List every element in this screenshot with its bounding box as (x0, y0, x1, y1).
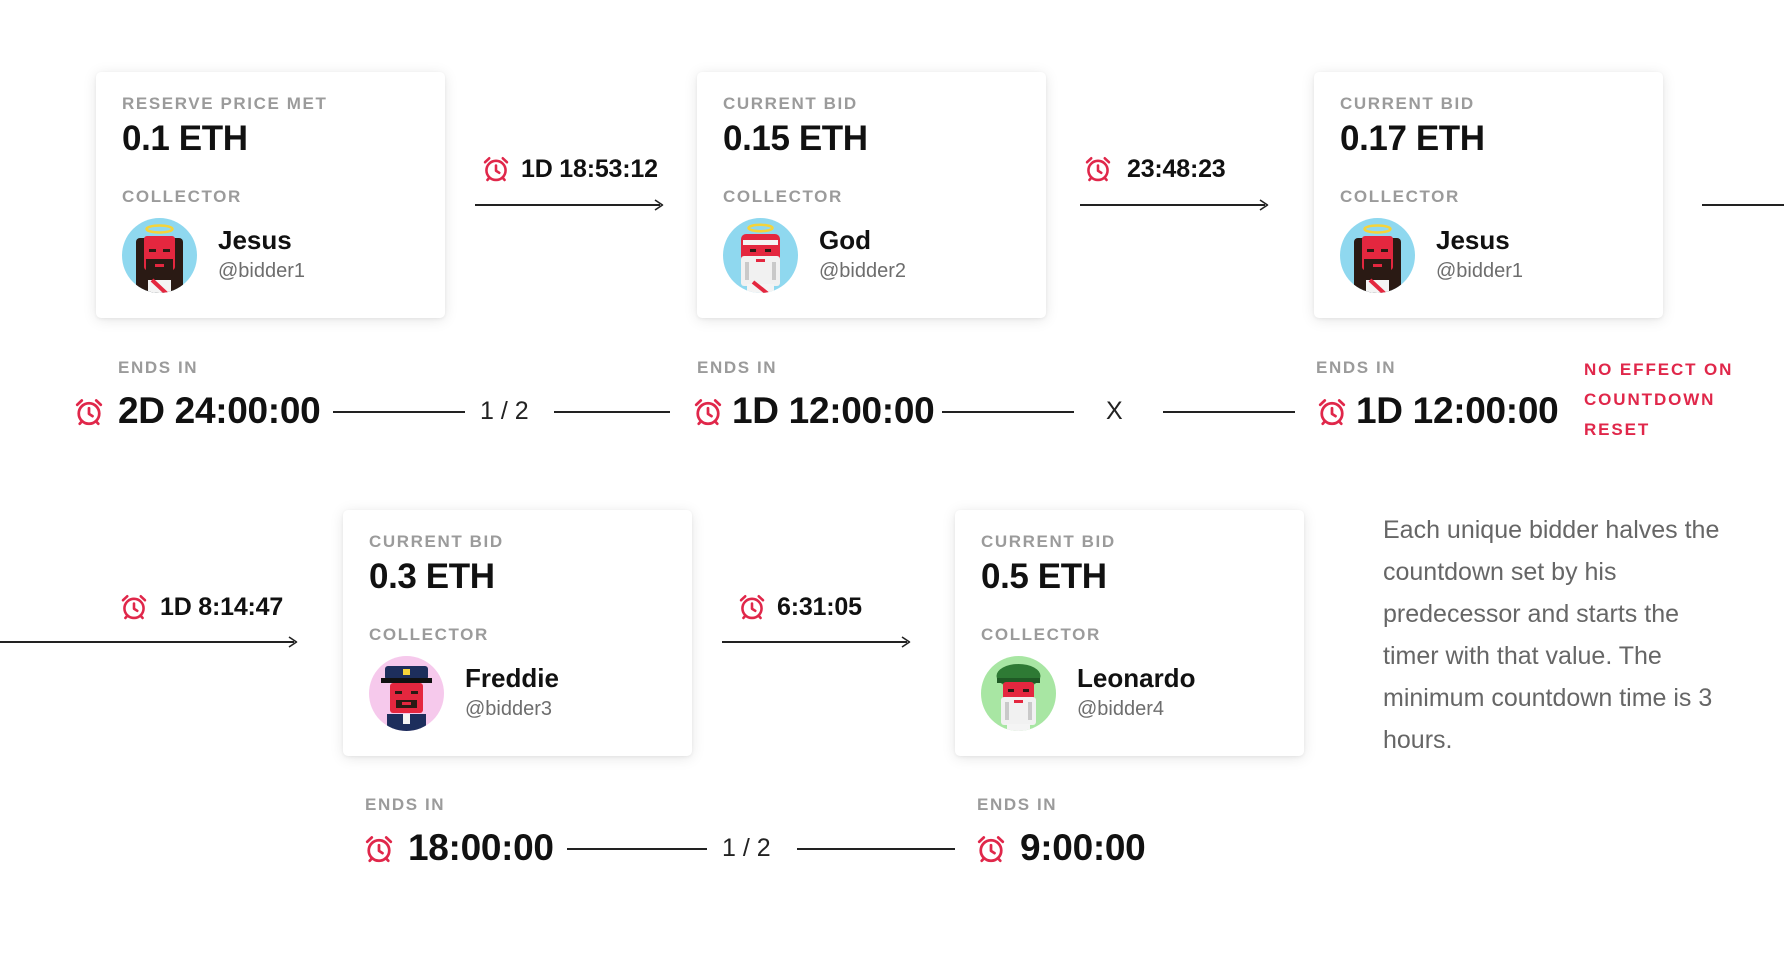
arrow-line (0, 641, 294, 643)
arrow-head-icon (1259, 199, 1269, 211)
no-change-operator: X (1106, 397, 1123, 425)
collector-name: God (819, 225, 871, 255)
alarm-clock-icon (120, 593, 148, 621)
ends-in-label: ENDS IN (365, 795, 446, 814)
alarm-clock-icon (976, 834, 1006, 864)
god-avatar (723, 218, 798, 293)
alarm-clock-icon (693, 397, 723, 427)
bid-card: CURRENT BID 0.3 ETH COLLECTOR Freddie @b… (343, 510, 692, 756)
rule-description: Each unique bidder halves the countdown … (1383, 516, 1720, 754)
arrow-line (475, 204, 660, 206)
bid-price: 0.17 ETH (1340, 119, 1485, 158)
note-line: NO EFFECT ON (1584, 360, 1734, 379)
countdown-time: 2D 24:00:00 (118, 390, 321, 431)
bid-price: 0.3 ETH (369, 557, 495, 596)
ends-in-label: ENDS IN (697, 358, 778, 377)
leonardo-avatar (981, 656, 1056, 731)
ends-in-label: ENDS IN (1316, 358, 1397, 377)
arrow-line (722, 641, 907, 643)
ends-in-label: ENDS IN (118, 358, 199, 377)
alarm-clock-icon (1317, 397, 1347, 427)
bid-interval-time: 1D 18:53:12 (521, 155, 658, 183)
collector-handle: @bidder1 (1436, 260, 1524, 282)
collector-label: COLLECTOR (369, 625, 489, 644)
connector-line (797, 848, 955, 850)
bid-card: RESERVE PRICE MET 0.1 ETH COLLECTOR Jesu… (96, 72, 445, 318)
no-effect-note: NO EFFECT ON COUNTDOWN RESET (1584, 355, 1764, 445)
collector-handle: @bidder1 (218, 260, 306, 282)
jesus-avatar (122, 218, 197, 293)
collector-name: Leonardo (1077, 663, 1196, 693)
bid-status-label: RESERVE PRICE MET (122, 94, 328, 113)
halve-operator: 1 / 2 (480, 397, 529, 425)
alarm-clock-icon (364, 834, 394, 864)
connector-line (942, 411, 1074, 413)
collector-name: Jesus (218, 225, 292, 255)
arrow-head-icon (288, 636, 298, 648)
halve-operator: 1 / 2 (722, 834, 771, 862)
collector-label: COLLECTOR (981, 625, 1101, 644)
bid-status-label: CURRENT BID (1340, 94, 1475, 113)
alarm-clock-icon (482, 155, 510, 183)
arrow-line-continuation (1702, 204, 1784, 206)
countdown-time: 18:00:00 (408, 827, 554, 868)
arrow-line (1080, 204, 1265, 206)
connector-line (554, 411, 670, 413)
note-line: COUNTDOWN (1584, 390, 1716, 409)
collector-label: COLLECTOR (1340, 187, 1460, 206)
connector-line (333, 411, 465, 413)
connector-line (567, 848, 707, 850)
alarm-clock-icon (74, 397, 104, 427)
collector-handle: @bidder3 (465, 698, 553, 720)
bid-card: CURRENT BID 0.5 ETH COLLECTOR Leonardo @… (955, 510, 1304, 756)
collector-handle: @bidder2 (819, 260, 907, 282)
countdown-time: 1D 12:00:00 (732, 390, 935, 431)
bid-interval-time: 6:31:05 (777, 593, 862, 621)
collector-handle: @bidder4 (1077, 698, 1165, 720)
jesus-avatar (1340, 218, 1415, 293)
arrow-head-icon (901, 636, 911, 648)
collector-label: COLLECTOR (723, 187, 843, 206)
freddie-avatar (369, 656, 444, 731)
collector-name: Jesus (1436, 225, 1510, 255)
note-line: RESET (1584, 420, 1651, 439)
alarm-clock-icon (1084, 155, 1112, 183)
bid-price: 0.15 ETH (723, 119, 868, 158)
connector-line (1163, 411, 1295, 413)
countdown-time: 1D 12:00:00 (1356, 390, 1559, 431)
alarm-clock-icon (738, 593, 766, 621)
arrow-head-icon (654, 199, 664, 211)
bid-price: 0.1 ETH (122, 119, 248, 158)
collector-label: COLLECTOR (122, 187, 242, 206)
countdown-time: 9:00:00 (1020, 827, 1146, 868)
bid-card: CURRENT BID 0.15 ETH COLLECTOR God @bidd… (697, 72, 1046, 318)
ends-in-label: ENDS IN (977, 795, 1058, 814)
bid-status-label: CURRENT BID (723, 94, 858, 113)
bid-price: 0.5 ETH (981, 557, 1107, 596)
collector-name: Freddie (465, 663, 559, 693)
bid-status-label: CURRENT BID (981, 532, 1116, 551)
bid-interval-time: 23:48:23 (1127, 155, 1226, 183)
bid-interval-time: 1D 8:14:47 (160, 593, 284, 621)
bid-status-label: CURRENT BID (369, 532, 504, 551)
bid-card: CURRENT BID 0.17 ETH COLLECTOR Jesus @bi… (1314, 72, 1663, 318)
